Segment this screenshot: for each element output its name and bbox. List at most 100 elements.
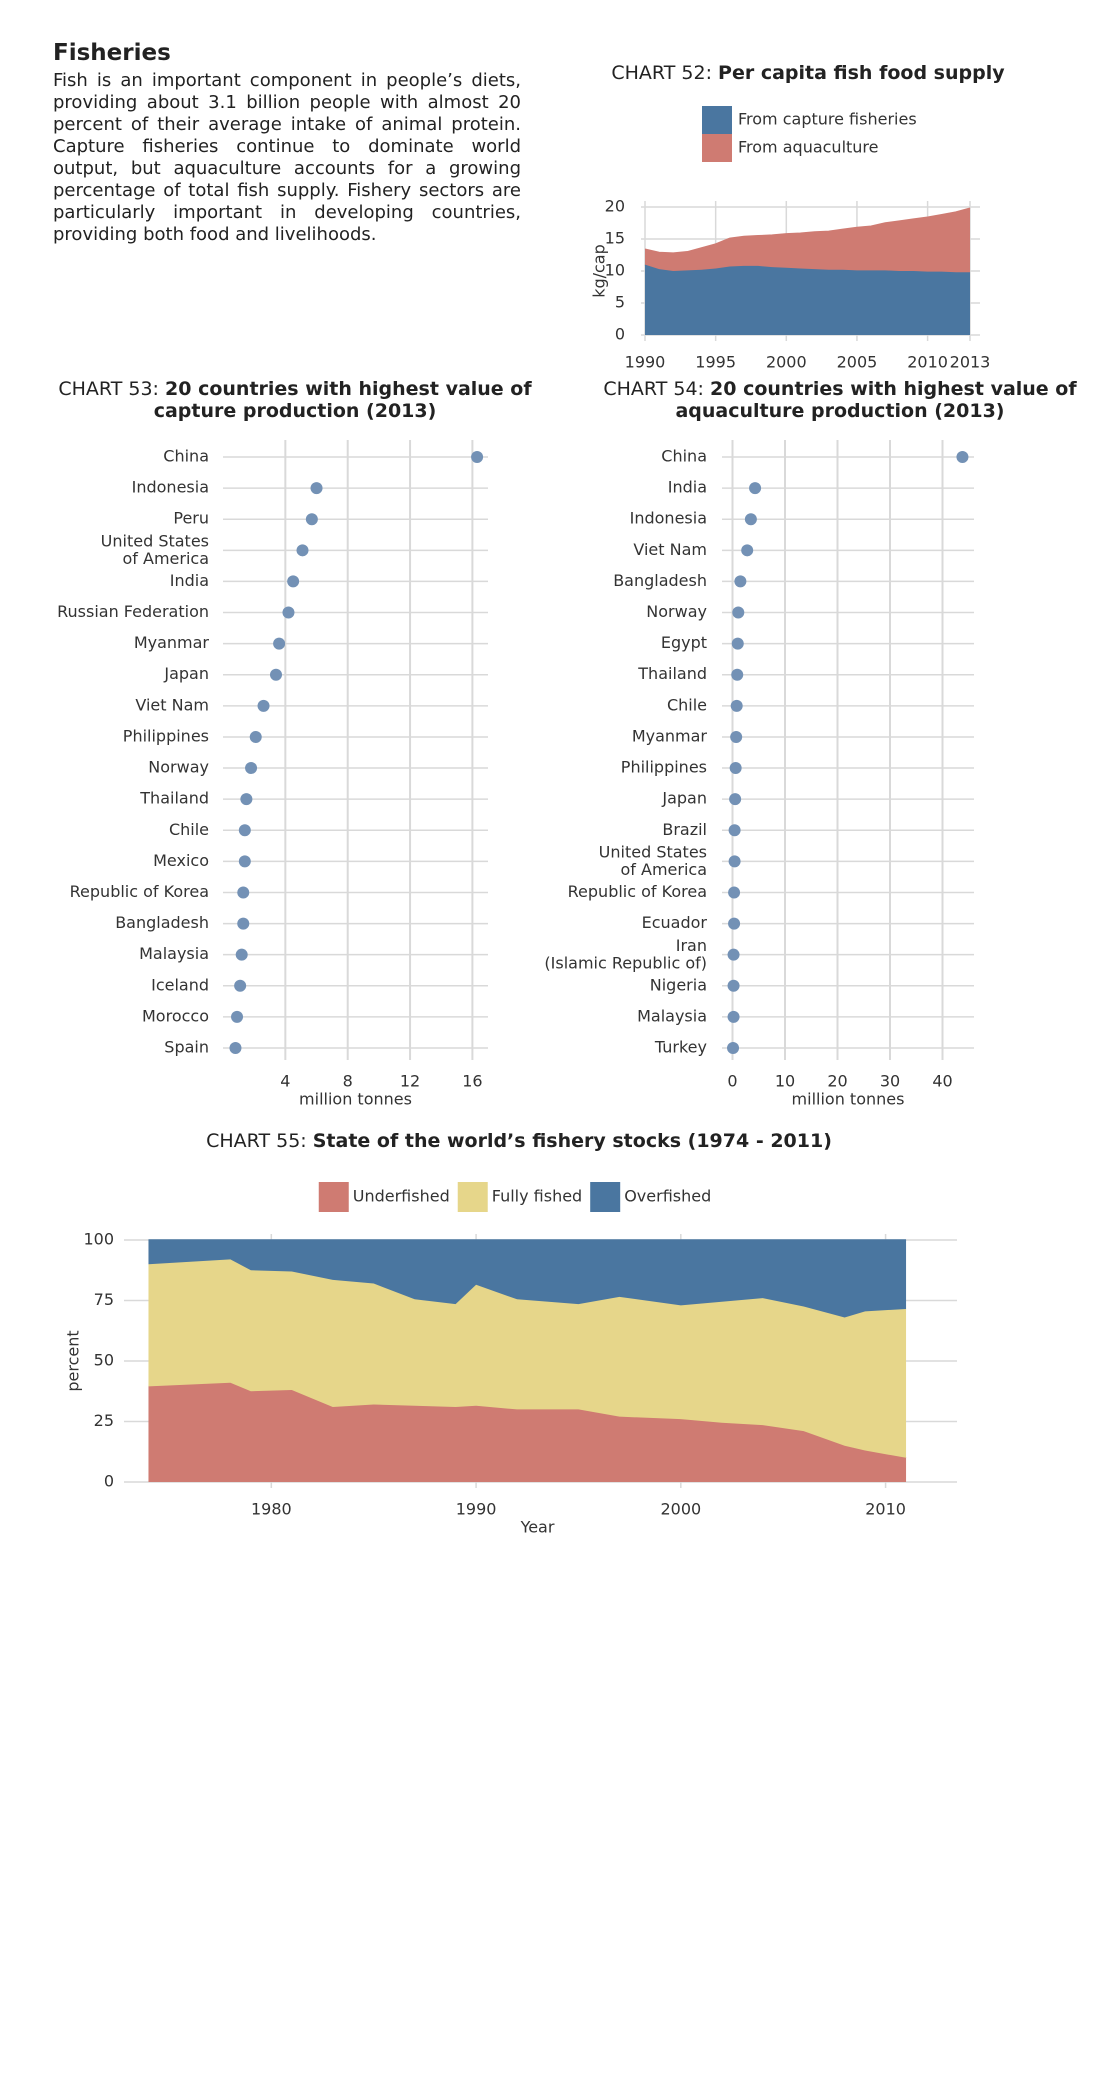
legend-label: Overfished (624, 1187, 711, 1206)
y-tick-label: Nigeria (650, 975, 707, 994)
y-tick-label: 15 (605, 229, 625, 248)
x-tick-label: 1990 (456, 1500, 497, 1519)
dot (238, 855, 251, 868)
dot (235, 948, 248, 961)
chart-title: CHART 52: Per capita fish food supply (558, 62, 1058, 84)
x-tick-label: 2013 (950, 353, 991, 372)
chart-label: CHART 55: (206, 1130, 307, 1152)
dot (240, 793, 253, 806)
y-tick-label: Norway (646, 602, 707, 621)
dot (727, 1010, 740, 1023)
dot (234, 979, 247, 992)
x-tick-label: 1995 (695, 353, 736, 372)
x-tick-label: 20 (827, 1072, 847, 1091)
dot (727, 948, 740, 961)
dot (305, 513, 318, 526)
area-fill (148, 1259, 907, 1458)
y-tick-label: Republic of Korea (70, 882, 209, 901)
x-tick-label: 2000 (766, 353, 807, 372)
y-tick-label: Thailand (139, 789, 209, 808)
dot (727, 979, 740, 992)
y-tick-label: 20 (605, 197, 625, 216)
dot (729, 762, 742, 775)
legend-swatch (702, 106, 732, 134)
legend-swatch (702, 134, 732, 162)
chart-label: CHART 54: (603, 378, 704, 400)
y-tick-label: Myanmar (632, 726, 708, 745)
legend-label: From aquaculture (738, 138, 879, 157)
x-tick-label: 2000 (660, 1500, 701, 1519)
dot (728, 824, 741, 837)
chart-label: CHART 53: (58, 378, 159, 400)
dot (728, 886, 741, 899)
dot (727, 1042, 740, 1054)
x-tick-label: 10 (775, 1072, 795, 1091)
dot (728, 855, 741, 868)
dot (729, 793, 742, 806)
y-tick-label: Viet Nam (135, 695, 209, 714)
y-tick-label: Chile (169, 820, 209, 839)
y-tick-label: Morocco (142, 1006, 209, 1025)
dot (310, 482, 323, 495)
dot (471, 451, 484, 463)
intro-text: Fish is an important component in people… (53, 70, 521, 245)
dot (273, 637, 286, 650)
chart-title: CHART 55: State of the world’s fishery s… (69, 1130, 969, 1152)
y-tick-label: Indonesia (630, 509, 707, 528)
x-tick-label: 30 (880, 1072, 900, 1091)
dot (237, 886, 250, 899)
y-tick-label: Malaysia (637, 1006, 707, 1025)
legend-swatch (318, 1182, 349, 1212)
area-fill (148, 1240, 907, 1318)
y-tick-label: Myanmar (134, 633, 210, 652)
y-tick-label: Bangladesh (115, 913, 209, 932)
intro-heading: Fisheries (53, 40, 171, 66)
legend-label: From capture fisheries (738, 110, 917, 129)
legend-swatch (590, 1182, 621, 1212)
x-axis-label: million tonnes (792, 1090, 905, 1109)
y-tick-label: 100 (83, 1230, 114, 1249)
y-tick-label: Egypt (661, 633, 707, 652)
dot (229, 1042, 242, 1054)
chart-title: CHART 53: 20 countries with highest valu… (40, 378, 550, 422)
y-tick-label: Bangladesh (613, 571, 707, 590)
y-tick-label: 0 (615, 325, 625, 344)
dot (741, 544, 754, 557)
x-tick-label: 2005 (837, 353, 878, 372)
dot (744, 513, 757, 526)
dot (731, 668, 744, 681)
y-tick-label: 5 (615, 293, 625, 312)
y-tick-label: Viet Nam (633, 540, 707, 559)
y-tick-label: Chile (667, 695, 707, 714)
dot (296, 544, 309, 557)
x-tick-label: 2010 (907, 353, 948, 372)
y-tick-label: Turkey (654, 1038, 707, 1057)
dot (245, 762, 258, 775)
legend-swatch (457, 1182, 488, 1212)
dot (732, 606, 745, 619)
y-tick-label: Peru (173, 509, 209, 528)
dot (728, 917, 741, 930)
x-axis-label: Year (520, 1518, 555, 1537)
chart-title-text: Per capita fish food supply (718, 62, 1005, 84)
chart-title-text: 20 countries with highest value of aquac… (675, 378, 1077, 422)
x-tick-label: 1990 (625, 353, 666, 372)
y-tick-label: 50 (94, 1351, 114, 1370)
y-tick-label: 0 (104, 1472, 114, 1491)
x-tick-label: 0 (727, 1072, 737, 1091)
x-tick-label: 12 (400, 1072, 420, 1091)
y-tick-label: Iceland (151, 975, 209, 994)
dot (238, 824, 251, 837)
y-axis-label: kg/cap (590, 244, 609, 298)
y-tick-label: Iran (Islamic Republic of) (544, 935, 707, 972)
dot (956, 451, 969, 463)
y-tick-label: Brazil (662, 820, 707, 839)
y-tick-label: Spain (164, 1038, 209, 1057)
y-tick-label: China (661, 447, 707, 466)
x-tick-label: 40 (932, 1072, 952, 1091)
y-tick-label: United States of America (599, 842, 707, 879)
chart-title-text: 20 countries with highest value of captu… (153, 378, 532, 422)
dot (270, 668, 282, 681)
